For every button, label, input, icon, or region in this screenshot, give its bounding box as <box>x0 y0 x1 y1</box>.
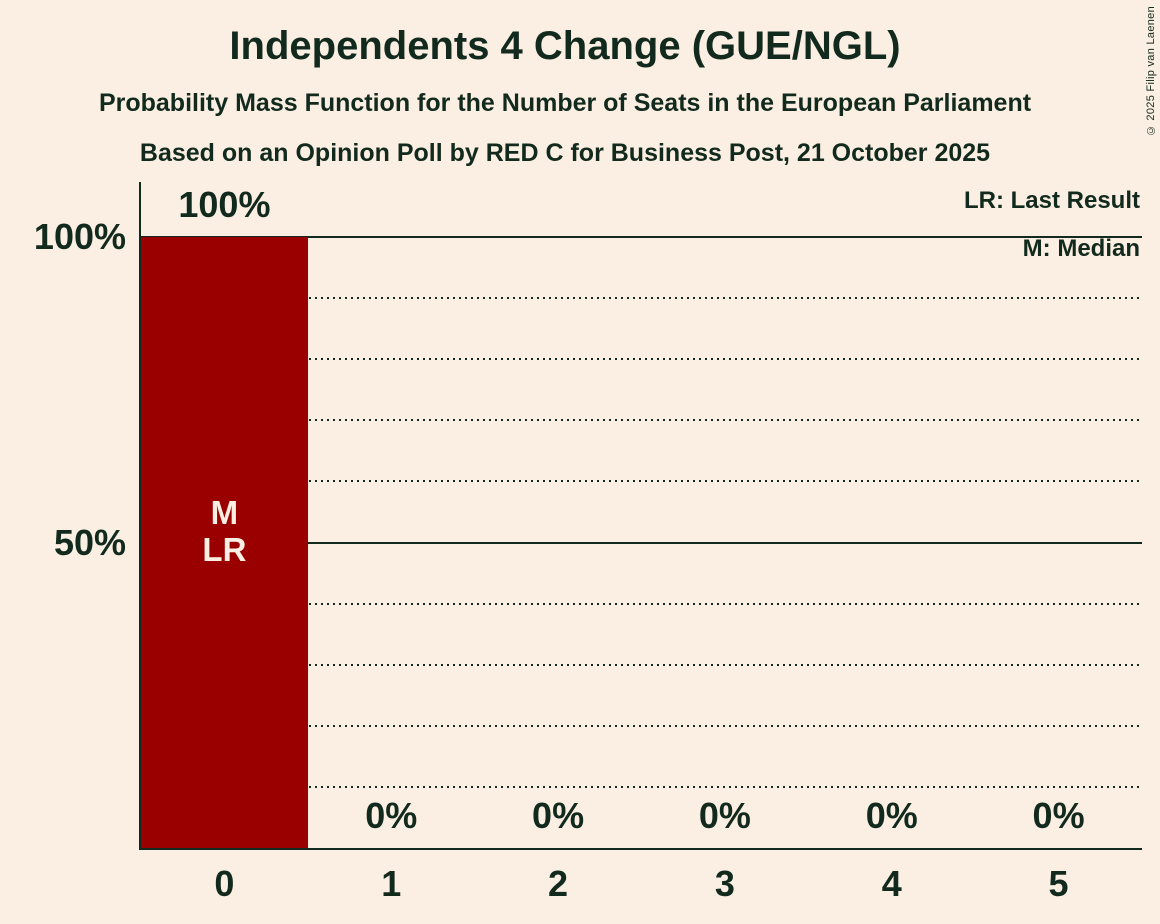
x-tick-3: 3 <box>714 863 735 904</box>
bar-value-label-4: 0% <box>865 795 918 836</box>
y-tick-50: 50% <box>53 521 126 563</box>
median-last-result-marker: M LR <box>141 494 308 568</box>
gridline-20pct <box>141 724 1142 727</box>
marker-line: M <box>210 493 239 531</box>
x-tick-1: 1 <box>381 863 402 904</box>
gridline-80pct <box>141 358 1142 361</box>
gridline-10pct <box>141 785 1142 788</box>
bar-value-label-0: 100% <box>178 184 271 225</box>
gridline-100pct <box>141 236 1142 238</box>
bar-value-label-5: 0% <box>1032 795 1085 836</box>
x-tick-2: 2 <box>548 863 569 904</box>
x-tick-0: 0 <box>214 863 235 904</box>
plot-area: M LR 100% 0% 0% 0% 0% 0% <box>139 182 1142 850</box>
x-tick-4: 4 <box>881 863 902 904</box>
gridline-40pct <box>141 602 1142 605</box>
x-axis-labels: 0 1 2 3 4 5 <box>141 864 1142 908</box>
x-tick-5: 5 <box>1048 863 1069 904</box>
y-tick-100: 100% <box>33 216 126 257</box>
chart-subtitle: Probability Mass Function for the Number… <box>98 89 1032 117</box>
gridline-90pct <box>141 297 1142 300</box>
legend-median: M: Median <box>1022 235 1140 262</box>
bar-value-label-3: 0% <box>698 795 751 836</box>
bar-value-label-1: 0% <box>365 795 418 836</box>
legend-last-result: LR: Last Result <box>963 187 1140 214</box>
chart-poll-source: Based on an Opinion Poll by RED C for Bu… <box>139 139 991 167</box>
bar-seats-0: M LR <box>141 237 308 848</box>
chart-title: Independents 4 Change (GUE/NGL) <box>229 24 901 68</box>
marker-line: LR <box>202 530 247 568</box>
copyright-notice: © 2025 Filip van Laenen <box>1145 6 1157 137</box>
gridline-70pct <box>141 419 1142 422</box>
gridline-60pct <box>141 480 1142 483</box>
bar-value-label-2: 0% <box>532 795 585 836</box>
gridline-30pct <box>141 663 1142 666</box>
gridline-50pct <box>141 541 1142 544</box>
